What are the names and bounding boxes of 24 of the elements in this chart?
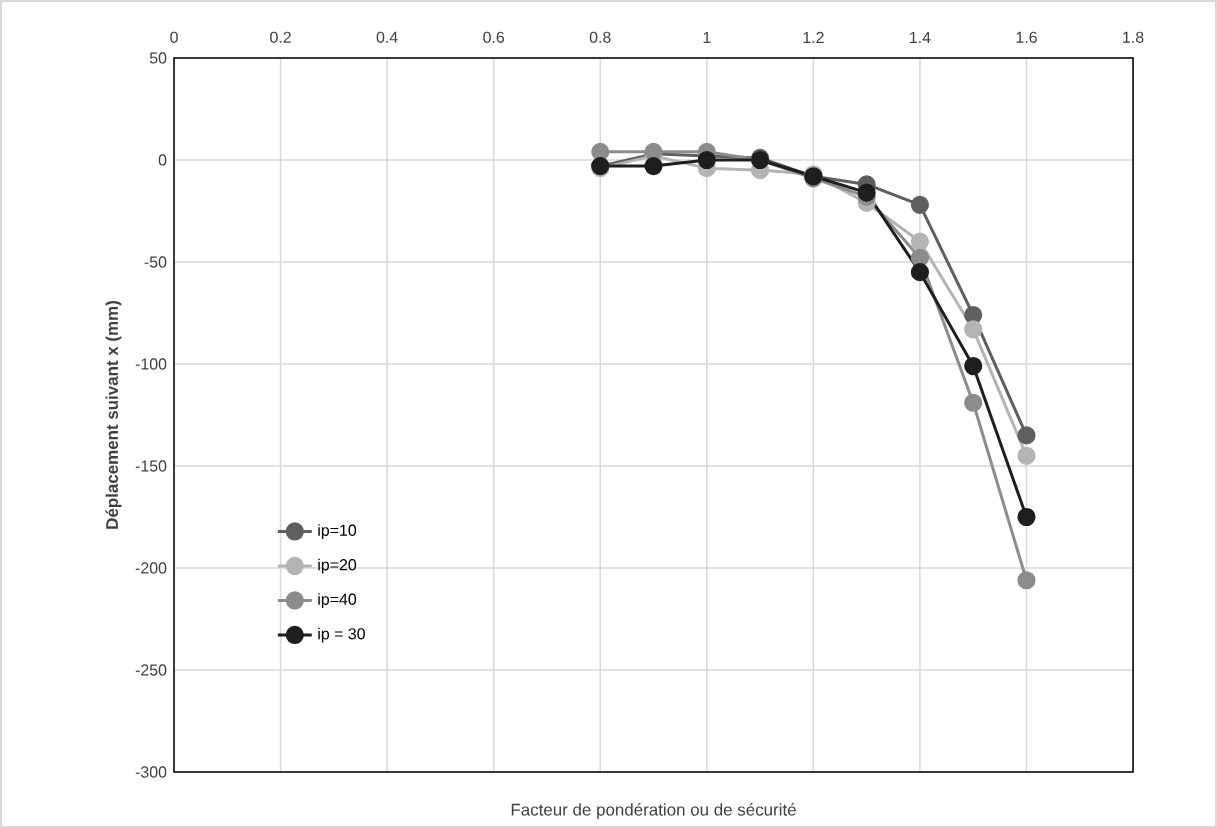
y-tick-label: -200 [135, 562, 167, 574]
legend-label: ip=20 [318, 558, 357, 574]
x-tick-label: 0.6 [483, 31, 505, 43]
legend-label: ip=10 [318, 524, 357, 540]
x-tick-label: 0.4 [376, 31, 398, 43]
x-tick-label: 0.2 [270, 31, 291, 43]
y-tick-label: -300 [135, 766, 167, 778]
y-axis-title: Déplacement suivant x (mm) [105, 301, 122, 529]
x-tick-label: 1.6 [1016, 31, 1037, 43]
x-tick-label: 1 [703, 31, 711, 43]
y-tick-label: -50 [144, 256, 167, 268]
y-tick-label: 0 [158, 154, 167, 166]
legend-label: ip=40 [318, 593, 357, 609]
x-tick-label: 1.2 [803, 31, 824, 43]
y-tick-label: -150 [135, 460, 167, 472]
x-tick-label: 1.8 [1123, 31, 1144, 43]
x-tick-label: 0 [170, 31, 178, 43]
x-axis-title: Facteur de pondération ou de sécurité [511, 803, 796, 820]
y-tick-label: -100 [135, 358, 167, 370]
x-tick-label: 1.4 [910, 31, 931, 43]
x-tick-label: 0.8 [589, 31, 611, 43]
y-tick-label: 50 [149, 52, 167, 64]
y-tick-label: -250 [135, 664, 167, 676]
legend-label: ip = 30 [318, 627, 365, 643]
